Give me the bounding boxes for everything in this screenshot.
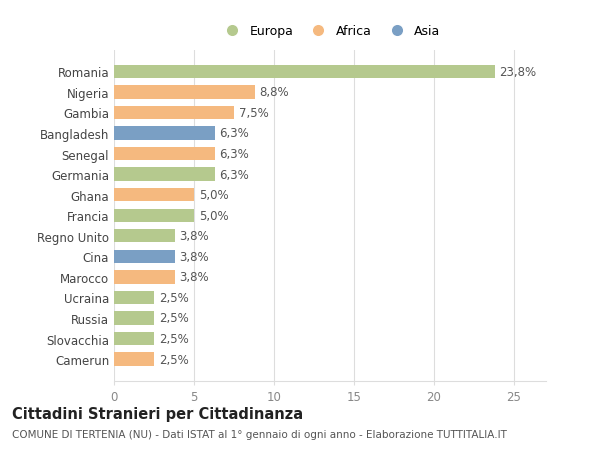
Bar: [114, 86, 255, 99]
Text: 2,5%: 2,5%: [159, 332, 188, 345]
Text: 23,8%: 23,8%: [500, 66, 537, 78]
Bar: [114, 291, 154, 304]
Text: 6,3%: 6,3%: [220, 148, 250, 161]
Bar: [114, 106, 234, 120]
Bar: [114, 127, 215, 140]
Text: 6,3%: 6,3%: [220, 127, 250, 140]
Text: 7,5%: 7,5%: [239, 106, 269, 120]
Bar: [114, 332, 154, 346]
Text: 2,5%: 2,5%: [159, 291, 188, 304]
Text: COMUNE DI TERTENIA (NU) - Dati ISTAT al 1° gennaio di ogni anno - Elaborazione T: COMUNE DI TERTENIA (NU) - Dati ISTAT al …: [12, 429, 507, 439]
Bar: [114, 271, 175, 284]
Text: Cittadini Stranieri per Cittadinanza: Cittadini Stranieri per Cittadinanza: [12, 406, 303, 421]
Bar: [114, 250, 175, 263]
Bar: [114, 189, 194, 202]
Text: 6,3%: 6,3%: [220, 168, 250, 181]
Text: 2,5%: 2,5%: [159, 353, 188, 366]
Text: 2,5%: 2,5%: [159, 312, 188, 325]
Bar: [114, 209, 194, 223]
Text: 3,8%: 3,8%: [179, 271, 209, 284]
Bar: [114, 230, 175, 243]
Bar: [114, 168, 215, 181]
Legend: Europa, Africa, Asia: Europa, Africa, Asia: [215, 20, 445, 43]
Text: 5,0%: 5,0%: [199, 189, 229, 202]
Bar: [114, 147, 215, 161]
Bar: [114, 353, 154, 366]
Bar: [114, 312, 154, 325]
Bar: [114, 66, 495, 79]
Text: 3,8%: 3,8%: [179, 250, 209, 263]
Text: 3,8%: 3,8%: [179, 230, 209, 243]
Text: 5,0%: 5,0%: [199, 209, 229, 222]
Text: 8,8%: 8,8%: [260, 86, 289, 99]
